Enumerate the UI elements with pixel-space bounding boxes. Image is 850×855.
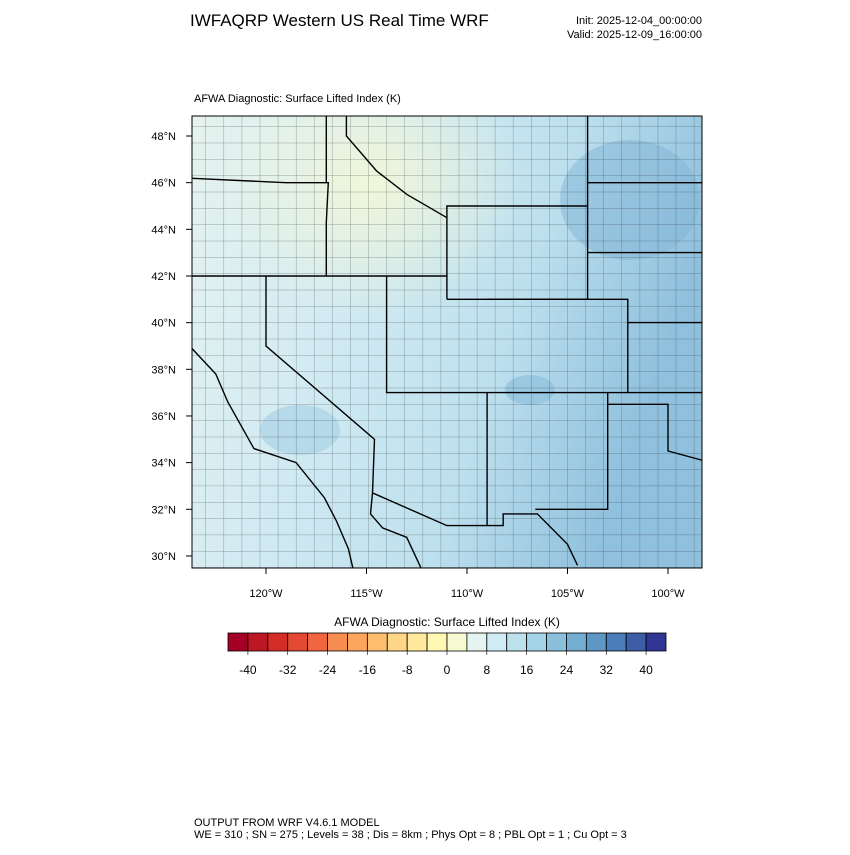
state-border: [607, 403, 702, 461]
lat-tick-label: 36°N: [151, 411, 176, 423]
colorbar-box: [327, 632, 348, 652]
colorbar-tick-label: 32: [600, 663, 614, 677]
colorbar-tick-label: 16: [520, 663, 534, 677]
colorbar-box: [366, 632, 388, 652]
colorbar-box: [645, 632, 667, 652]
state-border: [345, 116, 448, 219]
lat-tick-label: 30°N: [151, 551, 176, 563]
colorbar-box: [605, 632, 627, 652]
colorbar-box: [406, 632, 428, 652]
colorbar-box: [247, 632, 269, 652]
lat-tick-label: 38°N: [151, 364, 176, 376]
colorbar-tick-label: -16: [359, 663, 377, 677]
lon-tick-label: 110°W: [451, 588, 484, 600]
state-border: [192, 205, 588, 277]
state-border: [535, 392, 609, 510]
lat-tick-label: 46°N: [151, 178, 176, 190]
colorbar-box: [386, 632, 408, 652]
colorbar-box: [466, 632, 488, 652]
state-border: [587, 251, 702, 254]
colorbar-tick-label: 0: [444, 663, 451, 677]
colorbar-box: [526, 632, 547, 652]
colorbar-box: [585, 632, 607, 652]
colorbar-tick-label: 40: [639, 663, 653, 677]
colorbar-box: [446, 632, 468, 652]
colorbar-box: [287, 632, 309, 652]
lat-tick-label: 44°N: [151, 224, 176, 236]
colorbar-tick-label: 8: [483, 663, 490, 677]
colorbar-box: [347, 632, 368, 652]
valid-time: Valid: 2025-12-09_16:00:00: [567, 29, 702, 41]
colorbar-tick-label: -32: [279, 663, 297, 677]
colorbar-box: [307, 632, 328, 652]
colorbar-box: [227, 632, 249, 652]
map-title: AFWA Diagnostic: Surface Lifted Index (K…: [194, 93, 401, 105]
colorbar-box: [267, 632, 289, 652]
lon-tick-label: 115°W: [350, 588, 383, 600]
colorbar-box: [506, 632, 528, 652]
lon-tick-label: 100°W: [651, 588, 685, 600]
lat-tick-label: 48°N: [151, 131, 176, 143]
colorbar-tick-label: 24: [560, 663, 574, 677]
map: [192, 116, 702, 568]
colorbar-box: [625, 632, 647, 652]
colorbar-box: [566, 632, 587, 652]
map-frame: [191, 115, 703, 569]
colorbar-tick-label: -8: [402, 663, 413, 677]
lat-tick-label: 34°N: [151, 458, 176, 470]
state-border: [487, 298, 629, 394]
colorbar-box: [426, 632, 448, 652]
state-border: [192, 347, 354, 568]
init-time: Init: 2025-12-04_00:00:00: [576, 15, 702, 27]
colorbar-box: [486, 632, 508, 652]
colorbar-tick-label: -24: [319, 663, 337, 677]
lat-tick-label: 32°N: [151, 504, 176, 516]
lat-tick-label: 42°N: [151, 271, 176, 283]
state-border: [265, 276, 579, 566]
state-border: [369, 492, 422, 568]
state-border: [385, 276, 488, 526]
footer-line: WE = 310 ; SN = 275 ; Levels = 38 ; Dis …: [194, 829, 627, 841]
colorbar-title: AFWA Diagnostic: Surface Lifted Index (K…: [334, 615, 560, 629]
colorbar-box: [546, 632, 567, 652]
title: IWFAQRP Western US Real Time WRF: [190, 11, 489, 30]
footer-line: OUTPUT FROM WRF V4.6.1 MODEL: [194, 817, 380, 829]
colorbar-tick-label: -40: [239, 663, 257, 677]
lon-tick-label: 105°W: [551, 588, 585, 600]
lat-tick-label: 40°N: [151, 318, 176, 330]
lon-tick-label: 120°W: [249, 588, 283, 600]
state-border: [192, 177, 330, 276]
